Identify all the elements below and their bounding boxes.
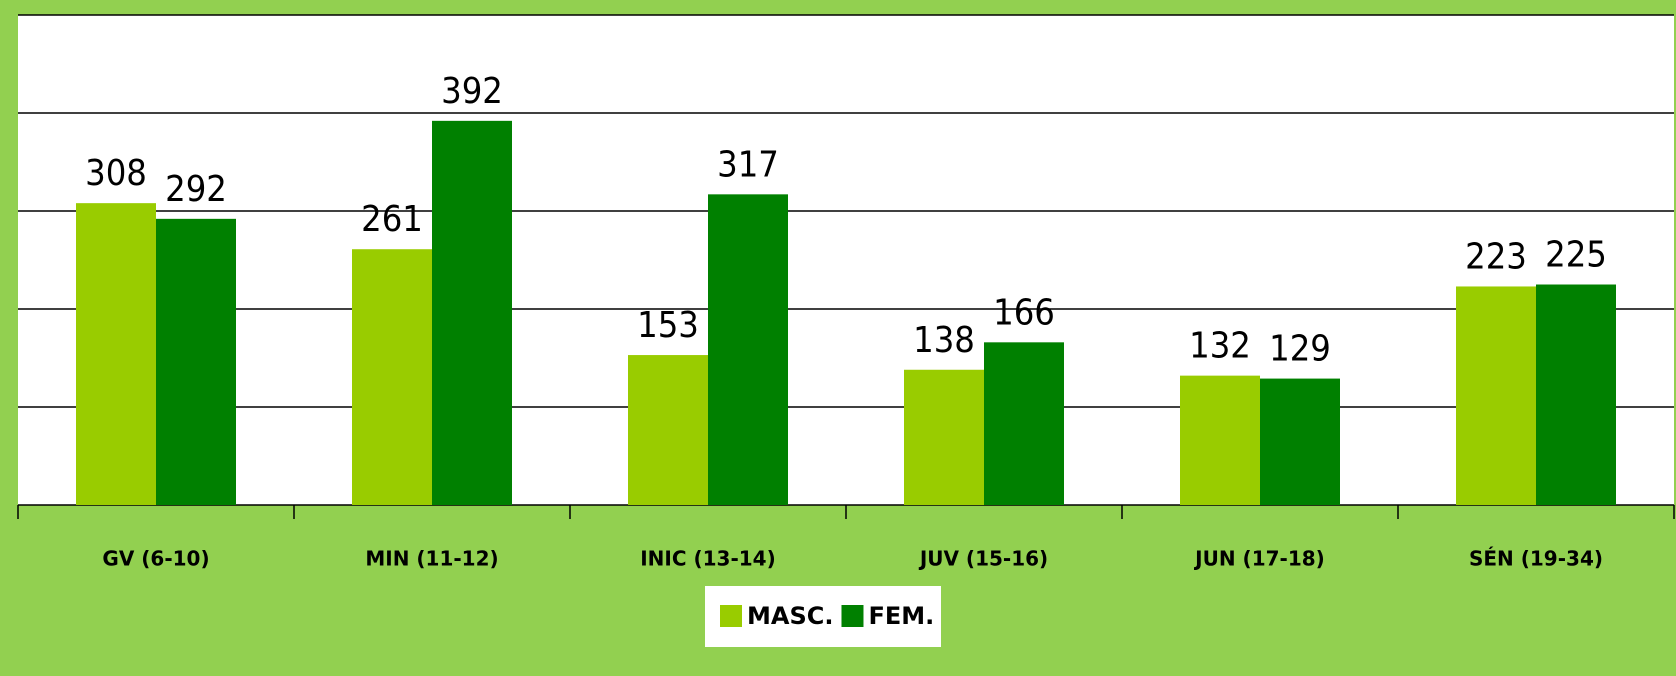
plot-area (18, 15, 1674, 505)
data-label: 308 (85, 153, 147, 194)
bar (432, 120, 512, 505)
x-tick-label: JUV (15-16) (918, 547, 1048, 571)
bar (984, 342, 1064, 505)
x-tick-label: JUN (17-18) (1193, 547, 1325, 571)
data-label: 225 (1545, 235, 1607, 276)
legend-label: MASC. (747, 602, 833, 630)
x-tick-label: INIC (13-14) (640, 547, 776, 571)
legend-swatch (720, 605, 742, 627)
data-label: 166 (993, 292, 1055, 333)
bar (1536, 284, 1616, 505)
data-label: 153 (637, 305, 699, 346)
data-label: 261 (361, 199, 423, 240)
data-label: 129 (1269, 329, 1331, 370)
bar (1180, 375, 1260, 505)
x-tick-label: GV (6-10) (102, 547, 209, 571)
legend-box (705, 586, 941, 647)
legend-label: FEM. (868, 602, 934, 630)
bar (156, 218, 236, 505)
bar (352, 249, 432, 505)
data-label: 292 (165, 169, 227, 210)
legend-swatch (841, 605, 864, 627)
bar (76, 203, 156, 505)
bar (1260, 378, 1340, 505)
bar (904, 369, 984, 505)
data-label: 392 (441, 71, 503, 112)
data-label: 138 (913, 320, 975, 361)
x-tick-label: MIN (11-12) (365, 547, 498, 571)
data-label: 223 (1465, 236, 1527, 277)
bar (628, 355, 708, 505)
data-label: 317 (717, 144, 779, 185)
bar (708, 194, 788, 505)
x-tick-label: SÉN (19-34) (1469, 547, 1603, 571)
bar (1456, 286, 1536, 505)
data-label: 132 (1189, 326, 1251, 367)
